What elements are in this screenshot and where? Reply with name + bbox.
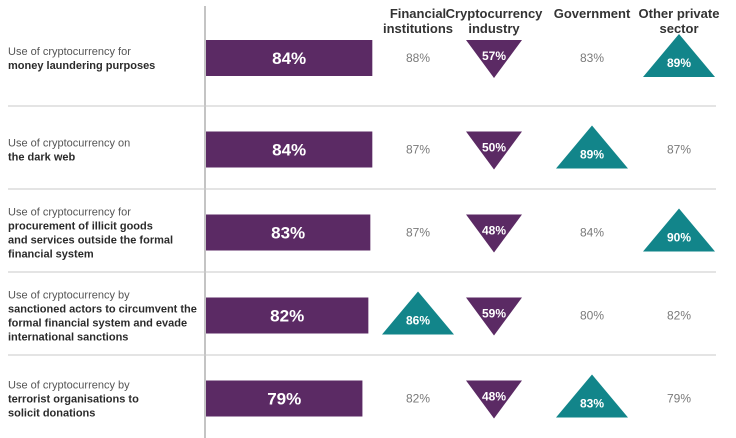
cell-value: 59%: [482, 307, 506, 321]
triangle-up-icon: [382, 291, 454, 335]
row-label: Use of cryptocurrency by: [8, 290, 130, 302]
bar: [206, 40, 373, 76]
cell-value: 89%: [580, 148, 604, 162]
triangle-down-icon: [466, 297, 522, 336]
cell-value: 90%: [667, 231, 691, 245]
column-header: institutions: [383, 21, 453, 36]
bar: [206, 131, 373, 168]
cell-value: 83%: [580, 397, 604, 411]
cell-value: 82%: [667, 309, 691, 323]
column-header: Other private: [639, 6, 720, 21]
triangle-up-icon: [556, 125, 628, 169]
cell-value: 88%: [406, 51, 430, 65]
cell-value: 82%: [406, 392, 430, 406]
cell-value: 57%: [482, 49, 506, 63]
bar-value-label: 84%: [272, 49, 306, 68]
cell-value: 48%: [482, 224, 506, 238]
cell-value: 87%: [667, 143, 691, 157]
row-label: Use of cryptocurrency for: [8, 46, 131, 58]
cell-value: 48%: [482, 390, 506, 404]
column-header: Cryptocurrency: [446, 6, 544, 21]
bar-value-label: 84%: [272, 141, 306, 160]
row-label: terrorist organisations to: [8, 394, 139, 406]
triangle-down-icon: [466, 131, 522, 170]
cell-value: 79%: [667, 392, 691, 406]
column-header: industry: [468, 21, 520, 36]
bar-value-label: 83%: [271, 224, 305, 243]
bar: [206, 380, 363, 417]
cell-value: 83%: [580, 51, 604, 65]
cell-value: 84%: [580, 226, 604, 240]
row-label: and services outside the formal: [8, 235, 173, 247]
cell-value: 50%: [482, 141, 506, 155]
row-label: Use of cryptocurrency by: [8, 380, 130, 392]
bar: [206, 214, 371, 251]
row-label: Use of cryptocurrency on: [8, 138, 130, 150]
triangle-down-icon: [466, 380, 522, 419]
row-label: formal financial system and evade: [8, 318, 187, 330]
row-label: money laundering purposes: [8, 60, 155, 72]
column-header: Financial: [390, 6, 446, 21]
row-label: Use of cryptocurrency for: [8, 207, 131, 219]
cell-value: 87%: [406, 143, 430, 157]
row-label: procurement of illicit goods: [8, 221, 153, 233]
triangle-up-icon: [556, 374, 628, 418]
column-header: sector: [659, 21, 698, 36]
row-label: the dark web: [8, 152, 76, 164]
triangle-down-icon: [466, 40, 522, 78]
bar-value-label: 79%: [267, 390, 301, 409]
row-label: financial system: [8, 249, 94, 261]
bar-value-label: 82%: [270, 307, 304, 326]
row-label: sanctioned actors to circumvent the: [8, 304, 197, 316]
cell-value: 80%: [580, 309, 604, 323]
triangle-up-icon: [643, 208, 715, 252]
triangle-up-icon: [643, 34, 715, 77]
triangle-down-icon: [466, 214, 522, 253]
bar: [206, 297, 369, 334]
row-label: international sanctions: [8, 332, 128, 344]
row-label: solicit donations: [8, 408, 95, 420]
column-header: Government: [554, 6, 631, 21]
cell-value: 87%: [406, 226, 430, 240]
cell-value: 89%: [667, 56, 691, 70]
cell-value: 86%: [406, 314, 430, 328]
